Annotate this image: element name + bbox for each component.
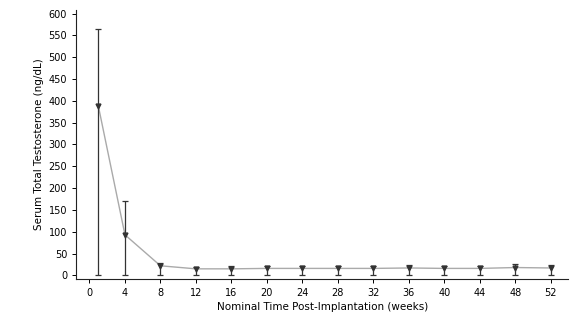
Y-axis label: Serum Total Testosterone (ng/dL): Serum Total Testosterone (ng/dL) <box>35 58 45 230</box>
X-axis label: Nominal Time Post-Implantation (weeks): Nominal Time Post-Implantation (weeks) <box>217 302 428 312</box>
